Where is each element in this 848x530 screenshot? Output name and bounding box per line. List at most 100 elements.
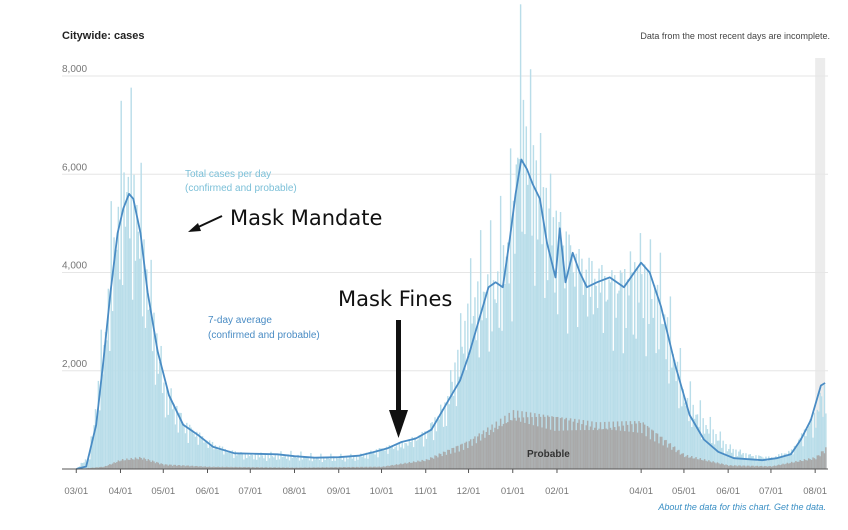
probable-bar <box>819 456 821 469</box>
probable-bar <box>676 450 679 469</box>
probable-bar <box>810 459 813 469</box>
probable-bar <box>394 464 396 469</box>
probable-bar <box>615 430 617 469</box>
total-cases-bar <box>765 456 767 469</box>
total-cases-bar <box>671 367 673 469</box>
total-cases-bar <box>661 323 663 469</box>
probable-bar <box>101 467 104 469</box>
total-cases-bar <box>380 448 382 469</box>
total-cases-bar <box>305 457 308 469</box>
total-cases-bar <box>244 453 247 469</box>
total-cases-bar <box>732 448 734 469</box>
total-cases-bar <box>351 458 353 469</box>
probable-bar <box>642 422 644 469</box>
total-cases-bar <box>330 453 332 469</box>
total-cases-bar <box>458 376 460 469</box>
total-cases-bar <box>606 299 609 469</box>
probable-bar <box>722 464 724 469</box>
total-cases-bar <box>160 345 162 469</box>
total-cases-bar <box>479 230 482 469</box>
probable-bar <box>281 467 284 469</box>
probable-bar <box>268 467 271 469</box>
total-cases-bar <box>111 311 114 469</box>
probable-bar <box>800 460 803 469</box>
total-cases-bar <box>816 409 819 469</box>
total-cases-bar <box>712 429 714 469</box>
about-data-link[interactable]: About the data for this chart. Get the d… <box>658 502 826 512</box>
probable-bar <box>240 467 242 469</box>
probable-bar <box>330 467 332 469</box>
probable-bar <box>552 416 555 469</box>
total-cases-bar <box>268 458 271 469</box>
total-cases-bar <box>622 353 625 469</box>
total-cases-bar <box>722 440 724 469</box>
total-cases-bar <box>488 351 490 469</box>
total-cases-bar <box>808 426 810 469</box>
probable-bar <box>773 465 776 469</box>
probable-bar <box>559 418 562 469</box>
probable-bar <box>355 466 358 469</box>
probable-bar <box>137 459 140 469</box>
probable-bar <box>151 460 154 469</box>
probable-bar <box>285 467 288 469</box>
total-cases-bar <box>284 455 286 469</box>
probable-bar <box>274 467 276 469</box>
probable-bar <box>395 464 398 469</box>
total-cases-bar <box>247 454 249 469</box>
total-cases-bar <box>411 436 413 469</box>
total-cases-bar <box>822 416 824 469</box>
probable-bar <box>499 418 502 469</box>
total-cases-bar <box>405 443 408 469</box>
probable-bar <box>161 463 164 469</box>
total-cases-bar <box>367 458 369 469</box>
total-cases-bar <box>713 444 716 469</box>
probable-bar <box>129 459 131 469</box>
probable-bar <box>566 430 569 469</box>
total-cases-bar <box>665 359 667 469</box>
total-cases-bar <box>778 454 780 469</box>
probable-bar <box>609 427 612 469</box>
total-cases-bar <box>511 321 513 469</box>
probable-bar <box>357 466 359 469</box>
probable-bar <box>308 467 311 469</box>
total-cases-bar <box>287 454 289 469</box>
total-cases-bar <box>392 449 395 469</box>
total-cases-bar <box>568 234 570 469</box>
total-cases-bar <box>698 426 700 469</box>
total-cases-bar <box>529 69 532 470</box>
probable-bar <box>701 459 703 469</box>
probable-bar <box>290 467 292 469</box>
total-cases-bar <box>518 159 520 470</box>
total-cases-bar <box>779 456 781 469</box>
probable-bar <box>636 432 639 469</box>
probable-bar <box>725 464 727 469</box>
probable-bar <box>708 460 710 469</box>
probable-bar <box>491 424 493 469</box>
probable-bar <box>484 437 486 469</box>
probable-bar <box>760 465 763 469</box>
total-cases-bar <box>508 283 510 469</box>
incomplete-data-note: Data from the most recent days are incom… <box>640 31 830 41</box>
probable-bar <box>295 467 298 469</box>
probable-bar <box>712 461 714 469</box>
total-cases-bar <box>440 404 442 469</box>
probable-bar <box>351 466 353 469</box>
probable-bar <box>201 466 204 469</box>
avg-label-line2: (confirmed and probable) <box>208 330 320 341</box>
probable-bar <box>508 412 510 469</box>
probable-bar <box>742 465 744 469</box>
probable-bar <box>639 422 642 469</box>
total-cases-bar <box>689 381 692 469</box>
probable-bar <box>618 426 620 469</box>
total-cases-bar <box>491 331 493 469</box>
probable-bar <box>335 467 338 469</box>
probable-bar <box>558 430 560 469</box>
probable-bar <box>759 465 761 469</box>
total-cases-bar <box>681 406 683 469</box>
probable-bar <box>538 413 540 469</box>
probable-bar <box>524 422 526 469</box>
probable-bar <box>405 463 408 469</box>
total-cases-bar <box>109 350 111 469</box>
total-cases-bar <box>93 425 95 469</box>
total-cases-bar <box>230 451 232 469</box>
